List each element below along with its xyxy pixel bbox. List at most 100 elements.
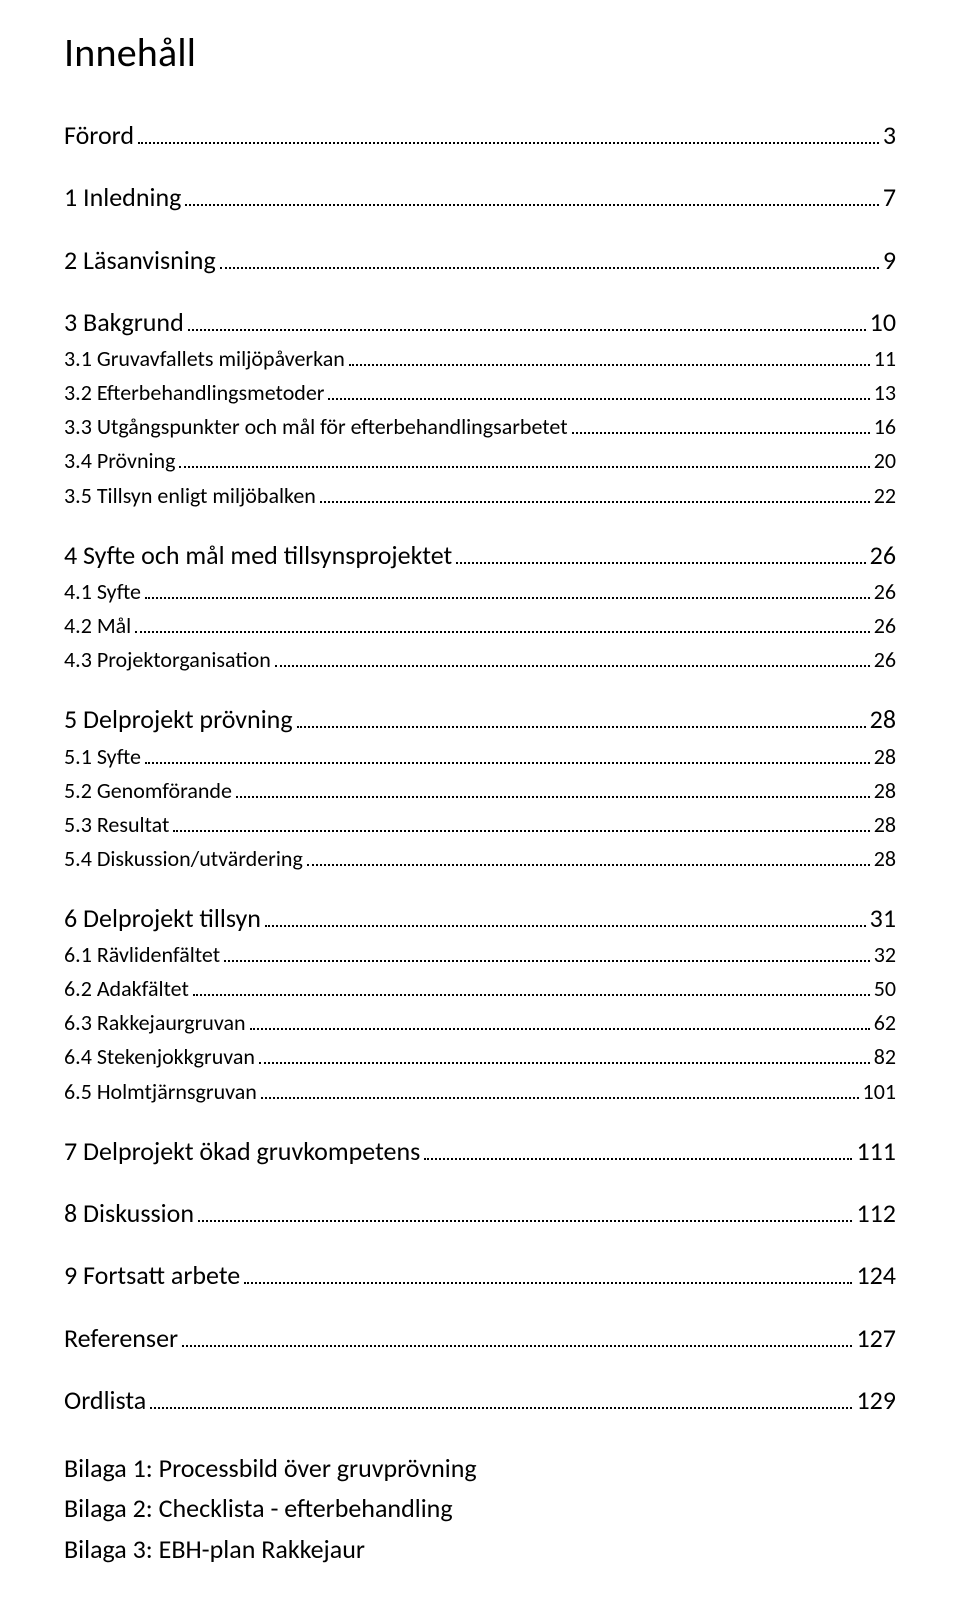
toc-leader-dots [188, 329, 866, 331]
toc-entry-label: 1 Inledning [64, 177, 181, 217]
toc-entry-label: 3.4 Prövning [64, 444, 175, 478]
toc-entry-page: 31 [870, 898, 896, 938]
toc-entry-label: 6.1 Rävlidenfältet [64, 938, 220, 972]
toc-sub-row: 6.5 Holmtjärnsgruvan 101 [64, 1075, 896, 1109]
toc-section-row: 4 Syfte och mål med tillsynsprojektet26 [64, 535, 896, 575]
toc-sub-row: 5.3 Resultat 28 [64, 808, 896, 842]
toc-entry-page: 10 [870, 302, 896, 342]
toc-entry-label: 4.1 Syfte [64, 575, 141, 609]
toc-leader-dots [150, 1407, 852, 1409]
toc-leader-dots [297, 726, 866, 728]
toc-entry-page: 26 [874, 643, 896, 677]
toc-leader-dots [236, 796, 870, 798]
toc-sub-row: 3.2 Efterbehandlingsmetoder 13 [64, 376, 896, 410]
toc-entry-label: 6.4 Stekenjokkgruvan [64, 1040, 255, 1074]
toc-sub-row: 3.1 Gruvavfallets miljöpåverkan11 [64, 342, 896, 376]
toc-entry-label: 6 Delprojekt tillsyn [64, 898, 261, 938]
toc-section-row: 9 Fortsatt arbete124 [64, 1255, 896, 1295]
toc-sub-row: 6.2 Adakfältet 50 [64, 972, 896, 1006]
toc-entry-page: 26 [874, 609, 896, 643]
toc-section-row: 6 Delprojekt tillsyn 31 [64, 898, 896, 938]
toc-entry-label: 3.2 Efterbehandlingsmetoder [64, 376, 324, 410]
toc-leader-dots [179, 466, 869, 468]
toc-entry-page: 13 [874, 376, 896, 410]
toc-title: Innehåll [64, 28, 896, 77]
toc-entry-label: 6.3 Rakkejaurgruvan [64, 1006, 246, 1040]
toc-entry-page: 28 [874, 740, 896, 774]
toc-entry-page: 28 [874, 808, 896, 842]
toc-entry-label: 3.5 Tillsyn enligt miljöbalken [64, 479, 316, 513]
toc-leader-dots [328, 398, 869, 400]
appendix-line: Bilaga 1: Processbild över gruvprövning [64, 1448, 896, 1488]
toc-entry-label: 3.3 Utgångspunkter och mål för efterbeha… [64, 410, 568, 444]
toc-entry-label: 6.5 Holmtjärnsgruvan [64, 1075, 257, 1109]
appendix-list: Bilaga 1: Processbild över gruvprövningB… [64, 1448, 896, 1569]
toc-sub-row: 6.1 Rävlidenfältet 32 [64, 938, 896, 972]
toc-entry-page: 111 [856, 1131, 896, 1171]
toc-entry-label: 4.3 Projektorganisation [64, 643, 271, 677]
toc-entry-label: 5.3 Resultat [64, 808, 169, 842]
toc-leader-dots [275, 665, 870, 667]
toc-entry-label: 4.2 Mål [64, 609, 131, 643]
document-page: Innehåll Förord31 Inledning72 Läsanvisni… [0, 0, 960, 1609]
toc-entry-page: 62 [874, 1006, 896, 1040]
toc-leader-dots [259, 1062, 870, 1064]
appendix-line: Bilaga 3: EBH-plan Rakkejaur [64, 1529, 896, 1569]
toc-sub-row: 6.4 Stekenjokkgruvan 82 [64, 1040, 896, 1074]
toc-section-row: 7 Delprojekt ökad gruvkompetens 111 [64, 1131, 896, 1171]
toc-section-row: 2 Läsanvisning9 [64, 240, 896, 280]
toc-section-row: Förord3 [64, 115, 896, 155]
toc-entry-page: 101 [863, 1075, 896, 1109]
toc-leader-dots [173, 830, 869, 832]
toc-entry-page: 9 [883, 240, 896, 280]
toc-leader-dots [198, 1220, 852, 1222]
toc-section-row: 5 Delprojekt prövning28 [64, 699, 896, 739]
toc-leader-dots [320, 501, 870, 503]
toc-section-row: Referenser127 [64, 1318, 896, 1358]
toc-entry-page: 16 [874, 410, 896, 444]
toc-leader-dots [220, 267, 879, 269]
toc-entry-label: 5.1 Syfte [64, 740, 141, 774]
toc-list: Förord31 Inledning72 Läsanvisning93 Bakg… [64, 105, 896, 1420]
toc-sub-row: 5.1 Syfte 28 [64, 740, 896, 774]
toc-leader-dots [138, 142, 879, 144]
toc-section-row: 8 Diskussion112 [64, 1193, 896, 1233]
toc-sub-row: 5.2 Genomförande 28 [64, 774, 896, 808]
toc-leader-dots [456, 562, 865, 564]
toc-entry-label: 5.2 Genomförande [64, 774, 232, 808]
toc-entry-page: 127 [856, 1318, 896, 1358]
toc-entry-page: 50 [874, 972, 896, 1006]
toc-entry-page: 82 [874, 1040, 896, 1074]
toc-leader-dots [307, 864, 870, 866]
appendix-line: Bilaga 2: Checklista - efterbehandling [64, 1488, 896, 1528]
toc-leader-dots [185, 204, 878, 206]
toc-entry-page: 3 [883, 115, 896, 155]
toc-entry-page: 28 [874, 774, 896, 808]
toc-sub-row: 3.3 Utgångspunkter och mål för efterbeha… [64, 410, 896, 444]
toc-entry-label: 6.2 Adakfältet [64, 972, 189, 1006]
toc-entry-page: 28 [870, 699, 896, 739]
toc-leader-dots [349, 364, 870, 366]
toc-entry-label: 4 Syfte och mål med tillsynsprojektet [64, 535, 452, 575]
toc-entry-page: 124 [856, 1255, 896, 1295]
toc-entry-label: 7 Delprojekt ökad gruvkompetens [64, 1131, 420, 1171]
toc-entry-label: 3 Bakgrund [64, 302, 184, 342]
toc-leader-dots [145, 597, 870, 599]
toc-leader-dots [261, 1097, 859, 1099]
toc-leader-dots [135, 631, 869, 633]
toc-leader-dots [424, 1158, 852, 1160]
toc-sub-row: 3.4 Prövning 20 [64, 444, 896, 478]
toc-leader-dots [244, 1282, 852, 1284]
toc-sub-row: 6.3 Rakkejaurgruvan 62 [64, 1006, 896, 1040]
toc-sub-row: 3.5 Tillsyn enligt miljöbalken22 [64, 479, 896, 513]
toc-sub-row: 5.4 Diskussion/utvärdering28 [64, 842, 896, 876]
toc-entry-label: 3.1 Gruvavfallets miljöpåverkan [64, 342, 345, 376]
toc-leader-dots [265, 925, 866, 927]
toc-entry-label: 5.4 Diskussion/utvärdering [64, 842, 303, 876]
toc-leader-dots [193, 994, 870, 996]
toc-entry-page: 32 [874, 938, 896, 972]
toc-leader-dots [145, 762, 870, 764]
toc-leader-dots [250, 1028, 870, 1030]
toc-entry-page: 20 [874, 444, 896, 478]
toc-sub-row: 4.1 Syfte26 [64, 575, 896, 609]
